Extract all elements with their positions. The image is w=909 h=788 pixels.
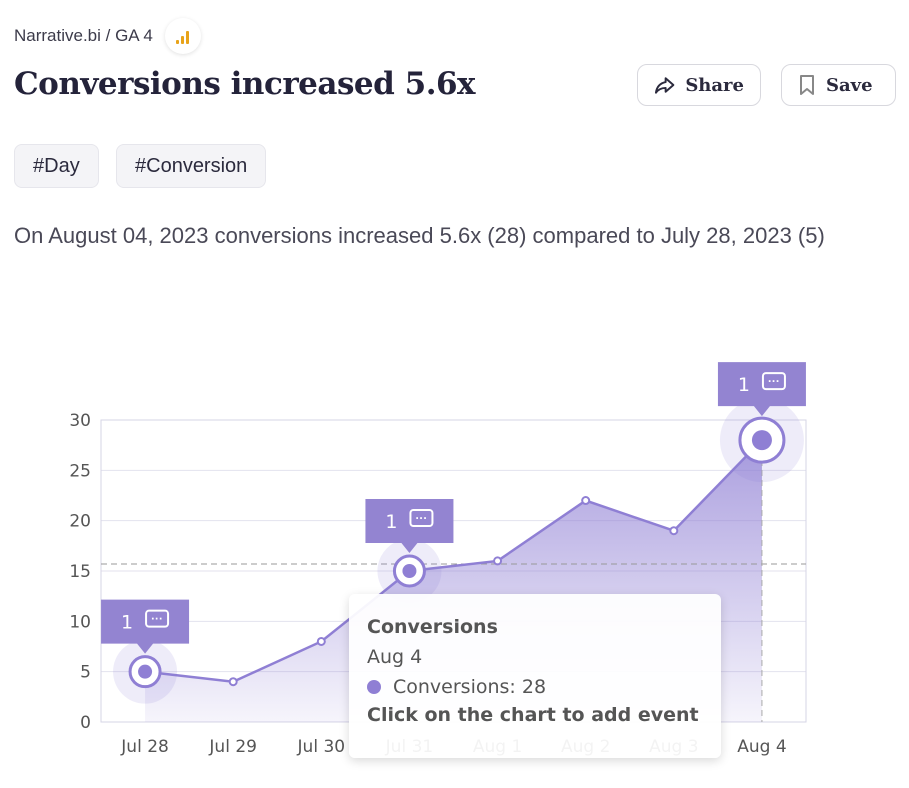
event-point-core (138, 664, 153, 679)
bookmark-icon (800, 75, 814, 95)
comment-icon (761, 372, 786, 391)
data-point (316, 636, 326, 646)
comment-icon-dots: ··· (768, 374, 780, 388)
event-point-core (402, 564, 417, 578)
event-count: 1 (121, 612, 133, 634)
tag-day[interactable]: #Day (14, 144, 99, 188)
tag-conversion[interactable]: #Conversion (116, 144, 267, 188)
y-tick-label: 30 (69, 411, 91, 431)
save-button[interactable]: Save (781, 64, 896, 106)
data-point (581, 496, 591, 506)
tooltip-title: Conversions (367, 616, 498, 638)
event-count: 1 (738, 374, 750, 396)
y-tick-label: 15 (69, 562, 91, 582)
event-point-core (751, 430, 772, 451)
y-tick-label: 5 (80, 663, 91, 683)
tooltip-value: Conversions: 28 (393, 676, 547, 698)
data-point (228, 677, 238, 687)
insight-description: On August 04, 2023 conversions increased… (14, 223, 825, 248)
chart-tooltip: Conversions Aug 4 Conversions: 28 Click … (349, 594, 721, 758)
y-tick-label: 10 (69, 612, 91, 632)
y-tick-label: 0 (80, 713, 91, 733)
series-dot-icon (367, 680, 381, 694)
share-button[interactable]: Share (637, 64, 761, 106)
x-tick-label: Jul 28 (120, 737, 169, 757)
event-annotation-badge (717, 362, 806, 417)
data-point (493, 556, 503, 566)
series-line (144, 439, 763, 684)
x-tick-label: Jul 29 (208, 737, 257, 757)
tooltip-date: Aug 4 (367, 646, 423, 668)
comment-icon-dots: ··· (415, 511, 427, 525)
tooltip-hint: Click on the chart to add event (367, 704, 699, 726)
x-tick-label: Aug 4 (737, 737, 786, 757)
event-annotation-badge (101, 599, 190, 654)
share-icon (654, 77, 675, 94)
breadcrumb-text[interactable]: Narrative.bi / GA 4 (14, 26, 153, 45)
data-point (669, 526, 679, 536)
x-tick-label: Jul 30 (297, 737, 346, 757)
event-annotation-badge (365, 499, 454, 553)
google-analytics-icon (165, 18, 201, 54)
event-count: 1 (385, 511, 397, 533)
comment-icon (145, 609, 170, 628)
y-tick-label: 20 (69, 512, 91, 532)
y-tick-label: 25 (69, 461, 91, 481)
breadcrumb: Narrative.bi / GA 4 (14, 18, 201, 54)
page-title: Conversions increased 5.6x (14, 66, 476, 102)
comment-icon (409, 509, 434, 527)
comment-icon-dots: ··· (151, 612, 163, 626)
